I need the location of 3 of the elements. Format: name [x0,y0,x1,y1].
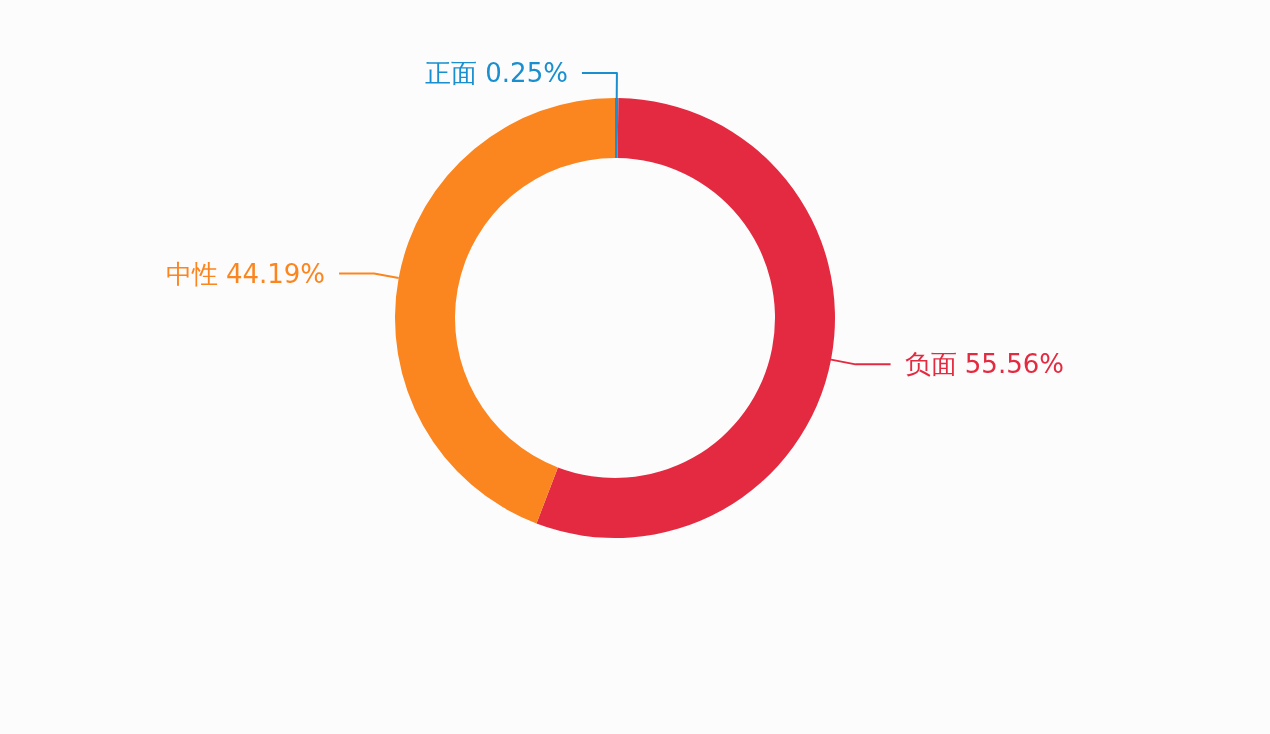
slice-label: 正面 0.25% [425,58,568,89]
slice-label: 负面 55.56% [904,349,1064,380]
slice-label: 中性 44.19% [165,258,326,289]
